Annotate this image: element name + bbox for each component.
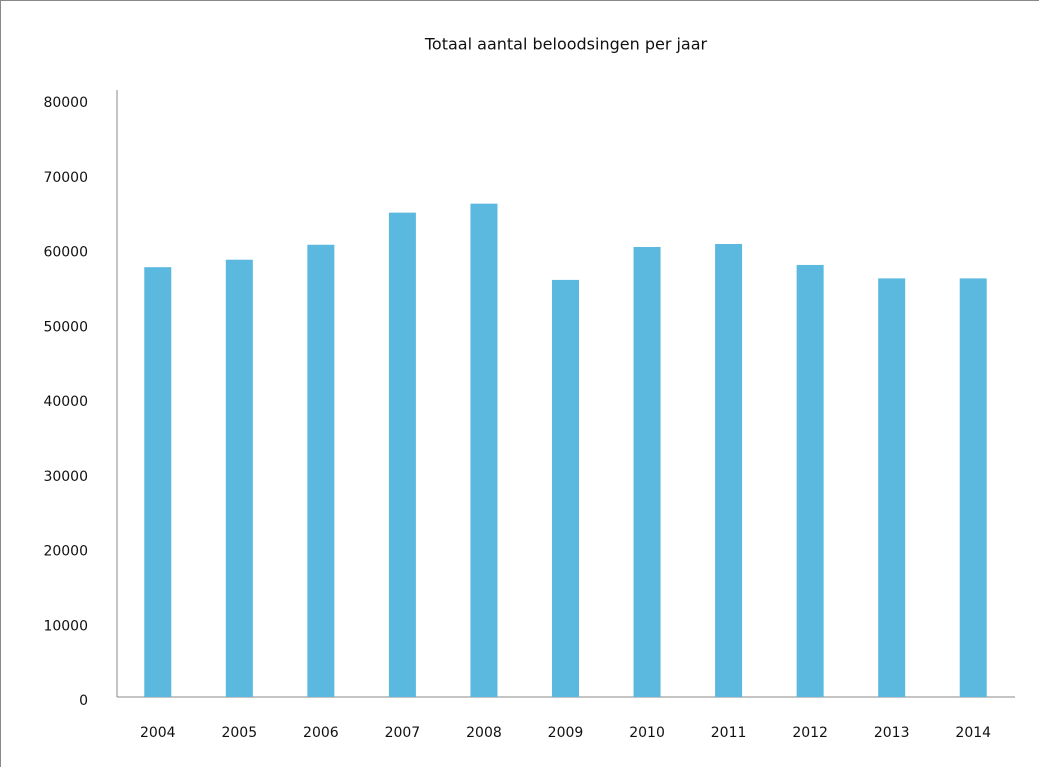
bar xyxy=(633,247,661,697)
bar xyxy=(796,264,824,697)
bar xyxy=(388,212,416,697)
x-tick-label: 2010 xyxy=(629,725,665,741)
bar xyxy=(225,259,253,697)
bar xyxy=(959,278,987,697)
x-tick-label: 2013 xyxy=(874,725,910,741)
y-tick-label: 20000 xyxy=(43,544,88,560)
bar xyxy=(715,244,743,697)
x-tick-label: 2009 xyxy=(548,725,584,741)
x-tick-label: 2005 xyxy=(221,725,257,741)
bar xyxy=(144,267,172,697)
y-tick-label: 40000 xyxy=(43,394,88,410)
y-tick-label: 10000 xyxy=(43,618,88,634)
y-tick-label: 0 xyxy=(79,693,88,709)
bar xyxy=(307,244,335,697)
y-tick-label: 80000 xyxy=(43,95,88,111)
bar xyxy=(470,203,498,697)
x-tick-label: 2011 xyxy=(711,725,747,741)
bar xyxy=(552,279,579,697)
chart-title: Totaal aantal beloodsingen per jaar xyxy=(424,35,708,54)
x-tick-label: 2007 xyxy=(385,725,421,741)
x-tick-label: 2008 xyxy=(466,725,502,741)
y-tick-label: 60000 xyxy=(43,245,88,261)
x-tick-label: 2014 xyxy=(955,725,991,741)
bar xyxy=(878,278,906,697)
y-tick-label: 30000 xyxy=(43,469,88,485)
y-tick-label: 70000 xyxy=(43,170,88,186)
x-tick-label: 2012 xyxy=(792,725,828,741)
y-tick-label: 50000 xyxy=(43,319,88,335)
x-tick-label: 2006 xyxy=(303,725,339,741)
x-tick-label: 2004 xyxy=(140,725,176,741)
